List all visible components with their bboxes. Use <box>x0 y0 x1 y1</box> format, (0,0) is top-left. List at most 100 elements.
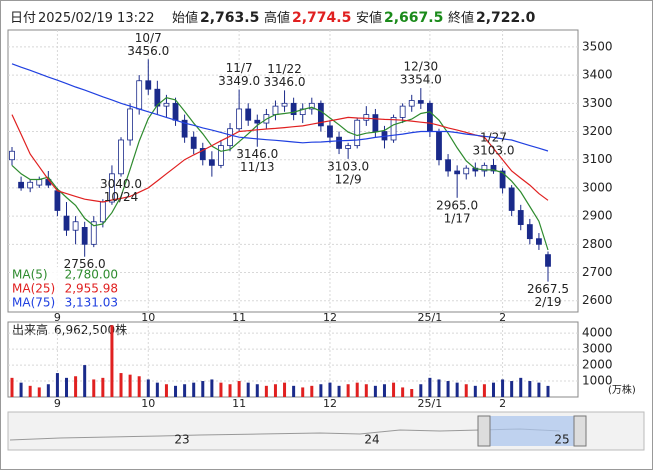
candle-body <box>545 254 551 267</box>
volume-last: 6,962,500株 <box>54 322 127 337</box>
header-value: 2,763.5 <box>200 10 259 26</box>
volume-bar <box>237 381 241 397</box>
volume-bar <box>491 382 495 397</box>
candle-body <box>336 136 342 149</box>
annotation: 1/17 <box>444 211 471 225</box>
volume-bar <box>310 385 314 397</box>
candle-body <box>327 125 333 138</box>
volume-bar <box>410 389 414 397</box>
candle-body <box>463 167 470 175</box>
candle-body <box>290 102 297 115</box>
volume-bar <box>210 379 214 397</box>
candle-body <box>118 139 124 175</box>
candle-body <box>417 100 424 104</box>
volume-bar <box>301 387 305 397</box>
volume-bar <box>219 382 223 397</box>
volume-bar <box>437 379 441 397</box>
header: 日付 2025/02/19 13:22 始値 2,763.5 高値 2,774.… <box>10 10 536 27</box>
volume-title: 出来高 6,962,500株 <box>12 322 127 337</box>
annotation: 10/24 <box>104 190 139 204</box>
y-tick-label: 2700 <box>582 265 613 279</box>
legend-value: 3,131.03 <box>65 296 118 310</box>
candle-body <box>536 238 542 245</box>
navigator-window[interactable] <box>486 416 578 446</box>
volume-bar <box>428 377 432 397</box>
candle-body <box>517 210 524 225</box>
candle-body <box>54 190 61 211</box>
candle-body <box>345 145 352 149</box>
volume-bar <box>201 381 205 397</box>
candle-body <box>99 201 106 223</box>
annotation: 11/7 <box>226 61 253 75</box>
x-tick-label: 11 <box>232 397 246 410</box>
candle-body <box>81 226 88 245</box>
volume-bar <box>319 384 323 397</box>
volume-bar <box>373 385 377 397</box>
header-value: 2,722.0 <box>476 10 536 26</box>
volume-bar <box>273 384 277 397</box>
legend-value: 2,780.00 <box>65 268 118 282</box>
navigator-handle[interactable] <box>573 415 587 447</box>
header-value: 2,667.5 <box>384 10 443 26</box>
header-date: 2025/02/19 13:22 <box>38 11 155 26</box>
legend-value: 2,955.98 <box>65 282 118 296</box>
candle-body <box>72 221 79 231</box>
volume-bar <box>65 377 69 397</box>
annotation: 3103.0 <box>327 159 369 173</box>
candle-body <box>208 159 215 166</box>
volume-tick-label: 3000 <box>582 342 613 356</box>
volume-bar <box>255 384 259 397</box>
candle-body <box>199 148 206 161</box>
navigator-label: 25 <box>554 433 569 447</box>
annotation: 2/19 <box>535 295 562 309</box>
x-tick-label: 10 <box>141 397 155 410</box>
volume-bar <box>83 365 87 397</box>
x-tick-label: 25/1 <box>418 397 443 410</box>
ma-line <box>11 114 549 203</box>
annotation: 11/13 <box>240 160 275 174</box>
candle-body <box>254 119 261 124</box>
candle-body <box>508 187 515 211</box>
candle-body <box>426 102 433 132</box>
x-tick-label: 12 <box>323 311 337 324</box>
ma-line <box>11 97 549 251</box>
volume-bar <box>55 373 59 397</box>
x-tick-label: 10 <box>141 311 155 324</box>
volume-bar <box>455 382 459 397</box>
navigator-label: 24 <box>364 433 379 447</box>
candle-body <box>526 224 533 240</box>
annotation: 12/9 <box>335 172 362 186</box>
volume-bar <box>346 384 350 397</box>
header-value: 2,774.5 <box>292 10 351 26</box>
annotation: 2965.0 <box>436 198 478 212</box>
volume-bar <box>74 376 78 397</box>
y-tick-label: 3300 <box>582 96 613 110</box>
volume-bar <box>28 385 32 397</box>
volume-bar <box>401 387 405 397</box>
annotation: 2667.5 <box>527 282 569 296</box>
candle-body <box>481 164 488 172</box>
header-label: 日付 <box>10 11 36 26</box>
volume-bar <box>328 382 332 397</box>
candle-body <box>172 102 179 121</box>
y-tick-label: 3100 <box>582 152 613 166</box>
candle-body <box>317 102 324 127</box>
candle-body <box>127 108 134 141</box>
candle-body <box>445 159 451 172</box>
volume-bar <box>337 385 341 397</box>
candle-body <box>454 170 461 175</box>
candle-body <box>354 119 361 147</box>
volume-bar <box>464 384 468 397</box>
volume-bar <box>519 377 523 397</box>
volume-bar <box>292 385 296 397</box>
annotation: 12/30 <box>404 60 439 74</box>
candle-body <box>245 108 252 121</box>
volume-bar <box>392 382 396 397</box>
candle-body <box>372 114 379 132</box>
x-tick-label: 2 <box>499 311 506 324</box>
volume-bar <box>164 384 168 397</box>
candle-body <box>281 102 288 107</box>
y-tick-label: 2900 <box>582 209 613 223</box>
navigator-handle[interactable] <box>477 415 491 447</box>
volume-bar <box>101 377 105 397</box>
